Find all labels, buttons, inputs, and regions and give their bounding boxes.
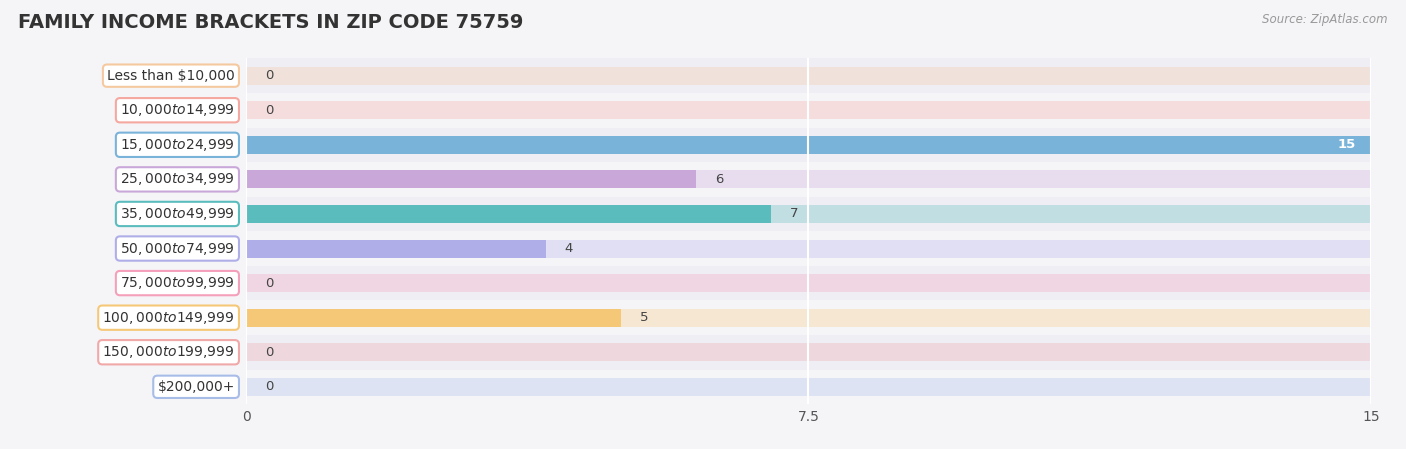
Text: 4: 4: [565, 242, 574, 255]
Text: FAMILY INCOME BRACKETS IN ZIP CODE 75759: FAMILY INCOME BRACKETS IN ZIP CODE 75759: [18, 13, 523, 32]
Text: 0: 0: [264, 69, 273, 82]
Text: 5: 5: [640, 311, 648, 324]
Bar: [246, 335, 1371, 370]
Text: 0: 0: [264, 346, 273, 359]
Bar: [246, 239, 1371, 258]
Bar: [246, 128, 1371, 162]
Bar: [246, 66, 1371, 85]
Bar: [246, 205, 1371, 223]
Text: 15: 15: [1337, 138, 1355, 151]
Text: $50,000 to $74,999: $50,000 to $74,999: [120, 241, 235, 256]
Bar: [246, 300, 1371, 335]
Text: 0: 0: [264, 104, 273, 117]
Text: 0: 0: [264, 380, 273, 393]
Bar: [246, 378, 1371, 396]
Bar: [246, 58, 1371, 93]
Text: $35,000 to $49,999: $35,000 to $49,999: [120, 206, 235, 222]
Bar: [246, 162, 1371, 197]
Bar: [246, 308, 1371, 327]
Bar: [246, 136, 1371, 154]
Bar: [246, 370, 1371, 404]
Bar: [246, 308, 621, 327]
Bar: [246, 197, 1371, 231]
Text: Less than $10,000: Less than $10,000: [107, 69, 235, 83]
Bar: [246, 231, 1371, 266]
Text: $25,000 to $34,999: $25,000 to $34,999: [120, 172, 235, 187]
Bar: [246, 343, 1371, 361]
Text: $10,000 to $14,999: $10,000 to $14,999: [120, 102, 235, 118]
Text: $15,000 to $24,999: $15,000 to $24,999: [120, 137, 235, 153]
Text: 6: 6: [714, 173, 723, 186]
Text: $75,000 to $99,999: $75,000 to $99,999: [120, 275, 235, 291]
Bar: [246, 274, 1371, 292]
Text: $200,000+: $200,000+: [157, 380, 235, 394]
Bar: [246, 266, 1371, 300]
Bar: [246, 205, 770, 223]
Text: $150,000 to $199,999: $150,000 to $199,999: [103, 344, 235, 360]
Bar: [246, 170, 696, 189]
Bar: [246, 101, 1371, 119]
Text: 7: 7: [790, 207, 799, 220]
Text: Source: ZipAtlas.com: Source: ZipAtlas.com: [1263, 13, 1388, 26]
Bar: [246, 239, 546, 258]
Bar: [246, 136, 1371, 154]
Text: 0: 0: [264, 277, 273, 290]
Bar: [246, 170, 1371, 189]
Bar: [246, 93, 1371, 128]
Text: $100,000 to $149,999: $100,000 to $149,999: [103, 310, 235, 326]
